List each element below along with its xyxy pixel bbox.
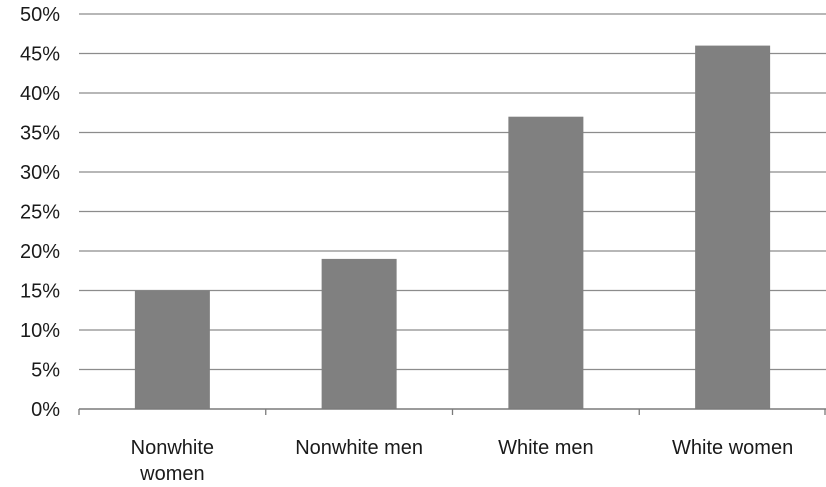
y-tick-label: 5% bbox=[31, 360, 60, 382]
bar-white-women bbox=[695, 45, 771, 409]
bar-nonwhite-men bbox=[321, 258, 397, 409]
y-tick-label: 35% bbox=[20, 123, 60, 145]
x-axis-tick-labels: Nonwhite women Nonwhite men White men White … bbox=[131, 437, 794, 485]
x-tick-label: White men bbox=[498, 437, 594, 459]
y-tick-label: 40% bbox=[20, 83, 60, 105]
y-tick-label: 25% bbox=[20, 202, 60, 224]
y-tick-label: 50% bbox=[20, 4, 60, 26]
y-tick-label: 20% bbox=[20, 241, 60, 263]
x-tick-label: White women bbox=[672, 437, 793, 459]
bar-nonwhite-women bbox=[134, 290, 210, 409]
y-tick-label: 10% bbox=[20, 320, 60, 342]
x-tick-label: Nonwhite men bbox=[295, 437, 423, 459]
x-tick-label: Nonwhite women bbox=[131, 437, 214, 485]
x-axis bbox=[78, 408, 826, 415]
y-tick-label: 30% bbox=[20, 162, 60, 184]
y-tick-label: 15% bbox=[20, 281, 60, 303]
bar-white-men bbox=[508, 116, 584, 409]
y-tick-label: 0% bbox=[31, 399, 60, 421]
y-tick-label: 45% bbox=[20, 44, 60, 66]
y-axis-tick-labels: 0% 5% 10% 15% 20% 25% 30% 35% 40% 45% 50% bbox=[20, 4, 60, 421]
bars bbox=[134, 45, 771, 409]
